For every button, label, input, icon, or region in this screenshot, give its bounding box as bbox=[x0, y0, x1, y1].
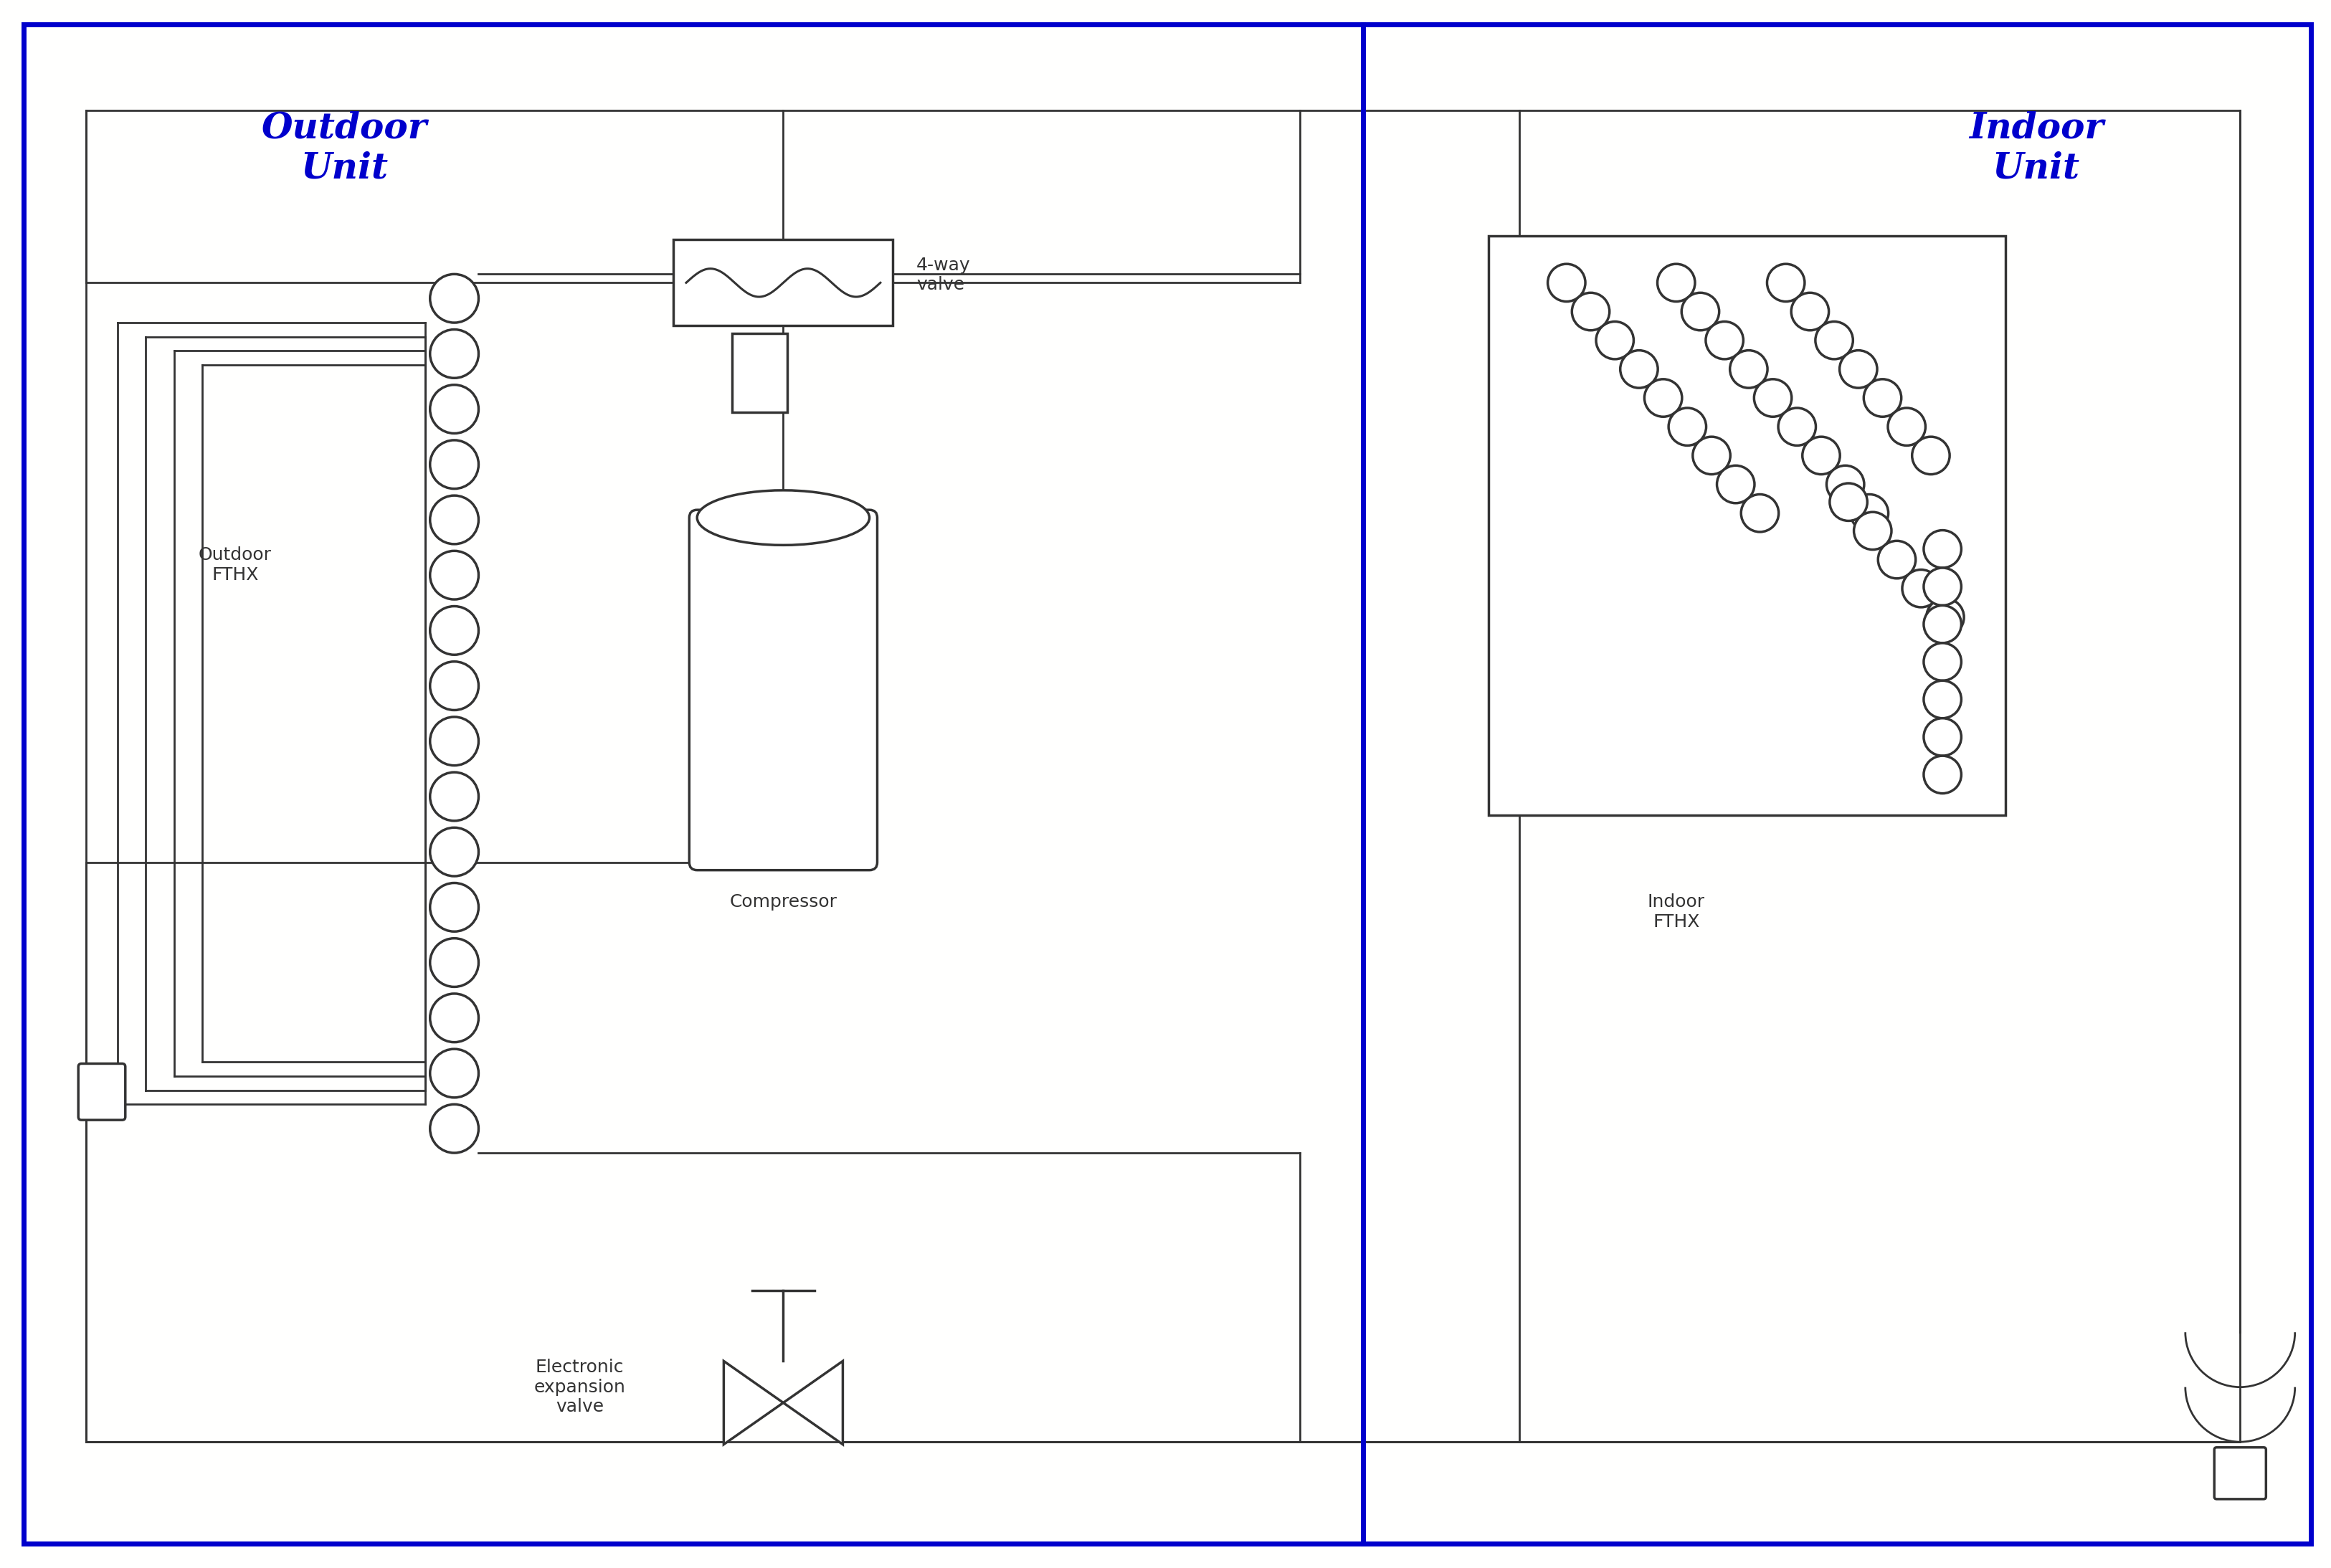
Circle shape bbox=[1741, 494, 1779, 532]
Bar bbox=[1487, 235, 2005, 815]
Circle shape bbox=[1681, 293, 1720, 331]
Circle shape bbox=[1839, 350, 1876, 387]
Text: Indoor
FTHX: Indoor FTHX bbox=[1648, 894, 1704, 931]
FancyBboxPatch shape bbox=[79, 1063, 126, 1120]
Circle shape bbox=[429, 828, 478, 877]
Circle shape bbox=[1830, 483, 1867, 521]
Circle shape bbox=[1802, 437, 1839, 475]
Text: Outdoor
FTHX: Outdoor FTHX bbox=[198, 546, 270, 583]
Text: Outdoor
Unit: Outdoor Unit bbox=[261, 110, 427, 187]
Circle shape bbox=[1730, 350, 1767, 387]
Text: Compressor: Compressor bbox=[730, 894, 837, 911]
Circle shape bbox=[1779, 408, 1816, 445]
Circle shape bbox=[429, 550, 478, 599]
Circle shape bbox=[1790, 293, 1830, 331]
Circle shape bbox=[1548, 263, 1585, 301]
Circle shape bbox=[1902, 569, 1939, 607]
Circle shape bbox=[1923, 530, 1960, 568]
Circle shape bbox=[1925, 599, 1965, 637]
Circle shape bbox=[1657, 263, 1695, 301]
Bar bbox=[732, 334, 788, 412]
Circle shape bbox=[1718, 466, 1755, 503]
Circle shape bbox=[1851, 494, 1888, 532]
Polygon shape bbox=[723, 1361, 783, 1444]
Circle shape bbox=[1923, 568, 1960, 605]
Circle shape bbox=[1923, 756, 1960, 793]
Bar bbox=[674, 240, 893, 326]
Polygon shape bbox=[783, 1361, 844, 1444]
Circle shape bbox=[1923, 643, 1960, 681]
Circle shape bbox=[429, 662, 478, 710]
Text: Indoor
Unit: Indoor Unit bbox=[1970, 110, 2105, 187]
Circle shape bbox=[1597, 321, 1634, 359]
Circle shape bbox=[1669, 408, 1706, 445]
Circle shape bbox=[429, 384, 478, 433]
Text: 4-way
valve: 4-way valve bbox=[916, 256, 970, 293]
Circle shape bbox=[1828, 466, 1865, 503]
Circle shape bbox=[1923, 681, 1960, 718]
Circle shape bbox=[1888, 408, 1925, 445]
Circle shape bbox=[429, 883, 478, 931]
Circle shape bbox=[1911, 437, 1949, 475]
FancyBboxPatch shape bbox=[2214, 1447, 2266, 1499]
FancyBboxPatch shape bbox=[690, 510, 876, 870]
Circle shape bbox=[1816, 321, 1853, 359]
Circle shape bbox=[429, 938, 478, 986]
Circle shape bbox=[429, 717, 478, 765]
Circle shape bbox=[1620, 350, 1657, 387]
Circle shape bbox=[1923, 605, 1960, 643]
Circle shape bbox=[1706, 321, 1744, 359]
Circle shape bbox=[1853, 513, 1890, 550]
Circle shape bbox=[1879, 541, 1916, 579]
Circle shape bbox=[429, 441, 478, 489]
Circle shape bbox=[429, 495, 478, 544]
Circle shape bbox=[429, 773, 478, 820]
Circle shape bbox=[429, 1104, 478, 1152]
Circle shape bbox=[1643, 379, 1683, 417]
Circle shape bbox=[1571, 293, 1608, 331]
Circle shape bbox=[1865, 379, 1902, 417]
Circle shape bbox=[1767, 263, 1804, 301]
Circle shape bbox=[429, 1049, 478, 1098]
Circle shape bbox=[429, 994, 478, 1043]
Circle shape bbox=[1923, 718, 1960, 756]
Text: Electronic
expansion
valve: Electronic expansion valve bbox=[534, 1358, 625, 1416]
Circle shape bbox=[1692, 437, 1730, 475]
Circle shape bbox=[429, 274, 478, 323]
Circle shape bbox=[1753, 379, 1793, 417]
Circle shape bbox=[429, 607, 478, 655]
Ellipse shape bbox=[697, 491, 869, 546]
Circle shape bbox=[429, 329, 478, 378]
